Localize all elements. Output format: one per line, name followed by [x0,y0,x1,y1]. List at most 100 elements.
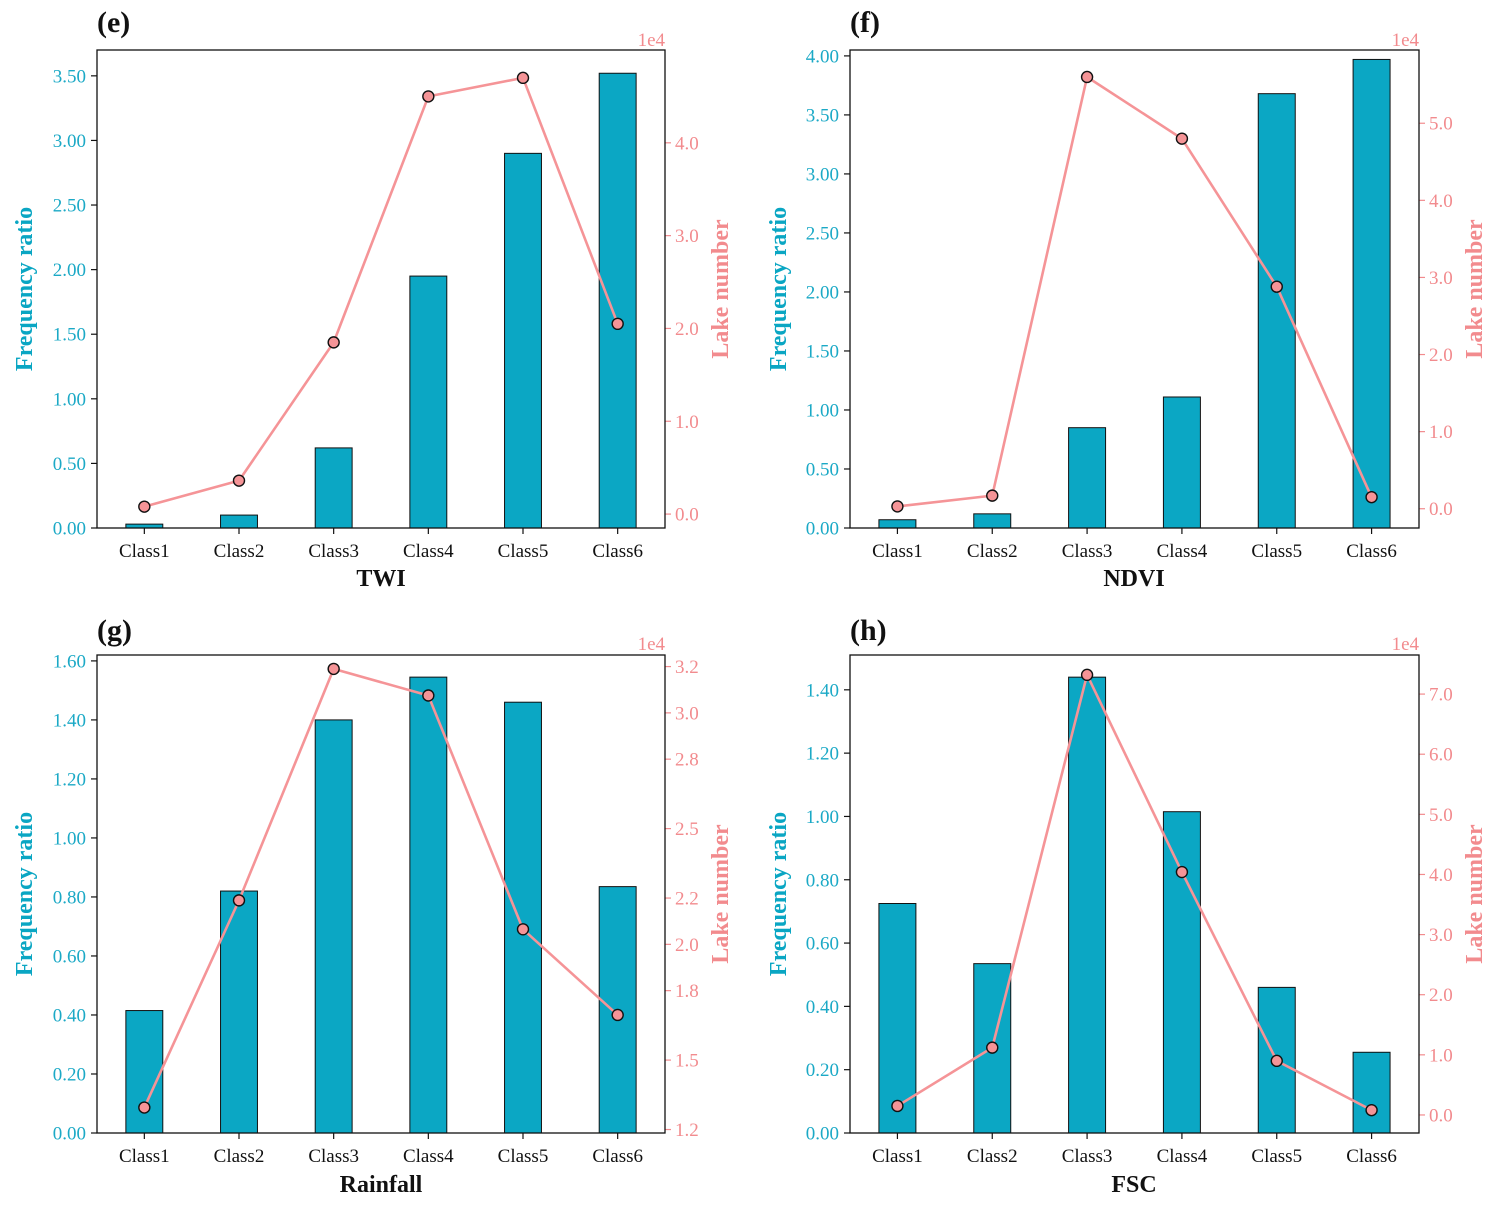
x-tick-label: Class4 [403,541,454,562]
bar [973,513,1012,529]
bar [220,514,258,529]
bar [409,676,448,1134]
right-y-axis-title: Lake number [1462,219,1488,359]
bar [1257,93,1296,529]
x-tick-label: Class3 [1062,1146,1113,1167]
right-y-tick-label: 3.0 [1429,268,1453,289]
left-y-tick-label: 0.40 [806,997,839,1018]
x-tick-label: Class4 [1157,541,1208,562]
left-y-tick-label: 2.50 [53,196,86,217]
right-y-tick-label: 2.0 [1429,345,1453,366]
right-y-tick-label: 0.0 [1429,499,1453,520]
plot-frame [96,49,666,529]
panel-label: (f) [850,6,880,39]
right-axis-exponent: 1e4 [1392,634,1420,655]
x-tick-label: Class4 [1157,1146,1208,1167]
bar [504,152,542,529]
plot-area: 0.00 0.50 1.00 1.50 2.00 2.50 3.00 3.50 0.0 1.0 2.… [53,66,699,562]
right-y-tick-label: 2.8 [675,750,699,771]
bar [409,275,448,529]
x-tick-label: Class5 [1251,1146,1302,1167]
left-y-tick-label: 0.60 [806,934,839,955]
plot-frame [849,654,1420,1134]
right-y-tick-label: 2.0 [675,935,699,956]
bar [1068,676,1107,1134]
right-y-tick-label: 2.5 [675,819,699,840]
plot-frame [849,49,1420,529]
lake-number-point [1080,668,1094,682]
lake-number-point [516,923,530,936]
bar [314,447,353,529]
lake-number-point [1365,490,1378,504]
x-tick-label: Class5 [498,1146,549,1167]
lake-number-point [1365,1103,1378,1117]
x-tick-label: Class2 [214,1146,265,1167]
left-y-axis-title: Frequency ratio [766,207,792,371]
right-axis-exponent: 1e4 [1392,30,1420,51]
plot-area: 0.00 0.50 1.00 1.50 2.00 2.50 3.00 3.50 4.00 0.0 1… [806,46,1453,562]
lake-number-line [897,75,1373,508]
right-y-tick-label: 1.2 [675,1120,699,1141]
right-y-tick-label: 2.2 [675,889,699,910]
left-y-axis-title: Frequency ratio [12,812,38,976]
left-y-tick-label: 1.20 [806,744,839,765]
x-tick-label: Class3 [308,541,359,562]
x-axis-title: FSC [1111,1172,1156,1198]
left-y-tick-label: 2.00 [806,282,839,303]
x-tick-label: Class4 [403,1146,454,1167]
right-y-tick-label: 4.0 [675,133,699,154]
lake-number-point [232,894,246,907]
lake-number-point [891,1099,904,1113]
bar [1162,811,1201,1134]
lake-number-line [143,76,619,508]
x-tick-label: Class3 [308,1146,359,1167]
lake-number-point [611,1008,624,1022]
right-y-tick-label: 0.0 [675,505,699,526]
right-y-tick-label: 7.0 [1429,685,1453,706]
left-y-tick-label: 0.20 [53,1064,86,1085]
panel-label: (e) [97,6,130,39]
left-y-tick-label: 3.00 [53,131,86,152]
right-y-tick-label: 1.0 [1429,422,1453,443]
x-tick-label: Class6 [592,541,643,562]
x-tick-label: Class1 [872,1146,923,1167]
x-tick-label: Class6 [1346,1146,1397,1167]
left-y-tick-label: 0.80 [53,887,86,908]
bar [314,719,353,1134]
bar [878,519,917,529]
lake-number-point [1175,865,1189,879]
lake-number-point [327,662,340,676]
panel-label: (h) [850,614,887,647]
lake-number-point [1080,70,1094,84]
right-y-tick-label: 1.8 [675,981,699,1002]
right-axis-exponent: 1e4 [638,634,666,655]
left-y-tick-label: 1.50 [53,325,86,346]
left-y-tick-label: 3.50 [53,66,86,87]
left-y-tick-label: 1.60 [53,651,86,672]
x-tick-label: Class2 [967,541,1018,562]
left-y-tick-label: 1.40 [806,680,839,701]
left-y-tick-label: 0.00 [806,1124,839,1145]
bar [878,903,917,1134]
lake-number-point [1270,1054,1283,1068]
left-y-tick-label: 1.00 [53,389,86,410]
right-y-axis-title: Lake number [1462,824,1488,964]
right-y-tick-label: 1.0 [1429,1045,1453,1066]
left-y-tick-label: 0.50 [53,454,86,475]
right-y-tick-label: 2.0 [675,319,699,340]
x-tick-label: Class5 [1251,541,1302,562]
x-tick-label: Class6 [1346,541,1397,562]
left-y-tick-label: 1.50 [806,341,839,362]
left-y-tick-label: 3.00 [806,164,839,185]
left-y-tick-label: 3.50 [806,105,839,126]
left-y-tick-label: 0.00 [806,519,839,540]
left-y-tick-label: 1.40 [53,710,86,731]
panel-label: (g) [97,614,132,647]
lake-number-point [138,1101,151,1114]
bar [598,72,637,529]
x-axis-title: NDVI [1103,566,1164,592]
x-tick-label: Class1 [119,1146,170,1167]
lake-number-line [143,667,619,1109]
bar [1352,1051,1391,1134]
lake-number-point [232,474,246,487]
